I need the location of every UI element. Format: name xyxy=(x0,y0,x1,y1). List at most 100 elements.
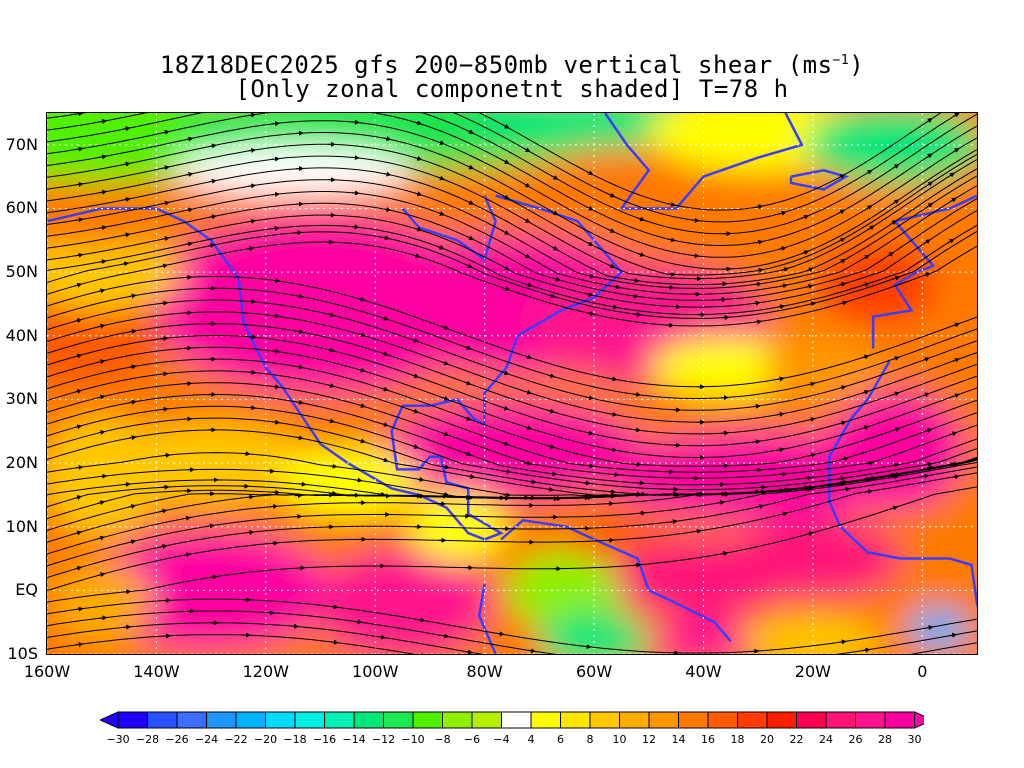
stream-arrow xyxy=(75,182,84,187)
colorbar-swatch xyxy=(412,711,443,729)
stream-arrow xyxy=(74,353,83,359)
stream-arrow xyxy=(633,392,642,397)
colorbar-label: 16 xyxy=(701,733,715,746)
stream-arrow xyxy=(502,194,510,200)
stream-arrow xyxy=(501,441,510,446)
stream-arrow xyxy=(97,288,106,294)
stream-arrow xyxy=(804,487,813,493)
stream-arrow xyxy=(207,243,216,249)
stream-arrow xyxy=(718,297,727,303)
stream-arrow xyxy=(298,481,307,487)
colorbar-label: −8 xyxy=(434,733,451,746)
stream-arrow xyxy=(358,332,366,338)
stream-arrow xyxy=(925,153,933,159)
stream-arrow xyxy=(162,452,171,458)
title-line-1: 18Z18DEC2025 gfs 200−850mb vertical shea… xyxy=(159,51,865,79)
stream-arrow xyxy=(466,129,475,134)
stream-arrow xyxy=(159,544,168,549)
colorbar-label: −24 xyxy=(194,733,219,746)
stream-arrow xyxy=(751,648,760,654)
stream-arrow xyxy=(441,325,450,330)
stream-arrow xyxy=(466,164,475,170)
stream-arrow xyxy=(414,155,423,161)
stream-arrow xyxy=(209,574,218,580)
stream-arrow xyxy=(354,619,363,625)
shade-blob xyxy=(537,165,738,226)
streamline xyxy=(47,276,977,388)
streamline xyxy=(47,323,977,435)
stream-arrow xyxy=(668,237,676,243)
stream-arrow xyxy=(502,159,510,164)
stream-arrow xyxy=(631,277,640,283)
stream-arrow xyxy=(607,192,616,198)
stream-arrow xyxy=(246,246,255,252)
colorbar-swatch xyxy=(619,711,650,729)
stream-arrow xyxy=(358,438,366,444)
stream-arrow xyxy=(523,253,531,259)
stream-arrow xyxy=(776,447,785,453)
stream-arrow xyxy=(547,444,556,449)
stream-arrow xyxy=(524,354,533,360)
colorbar-swatch xyxy=(560,711,591,729)
stream-arrow xyxy=(547,293,556,299)
stream-arrow xyxy=(586,170,594,176)
stream-arrow xyxy=(411,337,420,343)
stream-arrow xyxy=(838,259,846,264)
stream-arrow xyxy=(75,252,84,258)
stream-arrow xyxy=(947,172,956,178)
colorbar-swatch xyxy=(501,711,532,729)
stream-arrow xyxy=(75,146,84,152)
stream-arrow xyxy=(524,460,533,466)
lon-label: 160W xyxy=(23,662,71,681)
stream-arrow xyxy=(99,154,108,160)
stream-arrow xyxy=(412,253,421,258)
lat-label: 10N xyxy=(5,516,38,536)
shade-blob xyxy=(908,608,969,649)
colorbar-label: −4 xyxy=(493,733,510,746)
stream-arrow xyxy=(842,486,851,492)
stream-arrow xyxy=(585,291,594,297)
coastline xyxy=(871,194,977,349)
shade-blob xyxy=(407,491,508,562)
colorbar-label: −20 xyxy=(253,733,278,746)
stream-arrow xyxy=(351,119,360,125)
stream-arrow xyxy=(752,403,761,409)
lon-label: 20W xyxy=(794,662,831,681)
stream-arrow xyxy=(75,113,84,117)
stream-arrow xyxy=(923,239,931,245)
stream-arrow xyxy=(161,200,170,206)
coastline xyxy=(390,194,624,541)
stream-arrow xyxy=(755,239,764,245)
lat-label: 50N xyxy=(5,262,38,282)
stream-arrow xyxy=(122,126,131,132)
stream-arrow xyxy=(411,373,420,379)
stream-arrow xyxy=(329,463,338,469)
stream-arrow xyxy=(160,371,169,377)
lat-label: EQ xyxy=(15,580,38,600)
streamline xyxy=(47,198,977,301)
stream-arrow xyxy=(952,322,960,328)
coastline xyxy=(477,583,497,654)
stream-arrow xyxy=(185,172,194,177)
colorbar-label: 28 xyxy=(878,733,892,746)
stream-arrow xyxy=(781,267,789,272)
stream-arrow xyxy=(528,479,537,485)
stream-arrow xyxy=(607,263,616,269)
streamline xyxy=(47,634,416,654)
shade-blob xyxy=(51,563,152,644)
colorbar-swatch xyxy=(176,711,207,729)
stream-arrow xyxy=(272,313,281,319)
colorbar-swatch xyxy=(294,711,325,729)
stream-arrow xyxy=(242,451,251,457)
stream-arrow xyxy=(378,491,386,497)
stream-arrow xyxy=(924,461,933,467)
stream-arrow xyxy=(546,486,555,492)
stream-arrow xyxy=(524,425,533,430)
stream-arrow xyxy=(272,278,281,284)
stream-arrow xyxy=(122,481,131,487)
stream-arrow xyxy=(122,232,131,238)
stream-arrow xyxy=(890,505,899,511)
stream-arrow xyxy=(466,200,475,205)
shade-blob xyxy=(47,285,165,386)
shade-blob xyxy=(91,530,332,651)
